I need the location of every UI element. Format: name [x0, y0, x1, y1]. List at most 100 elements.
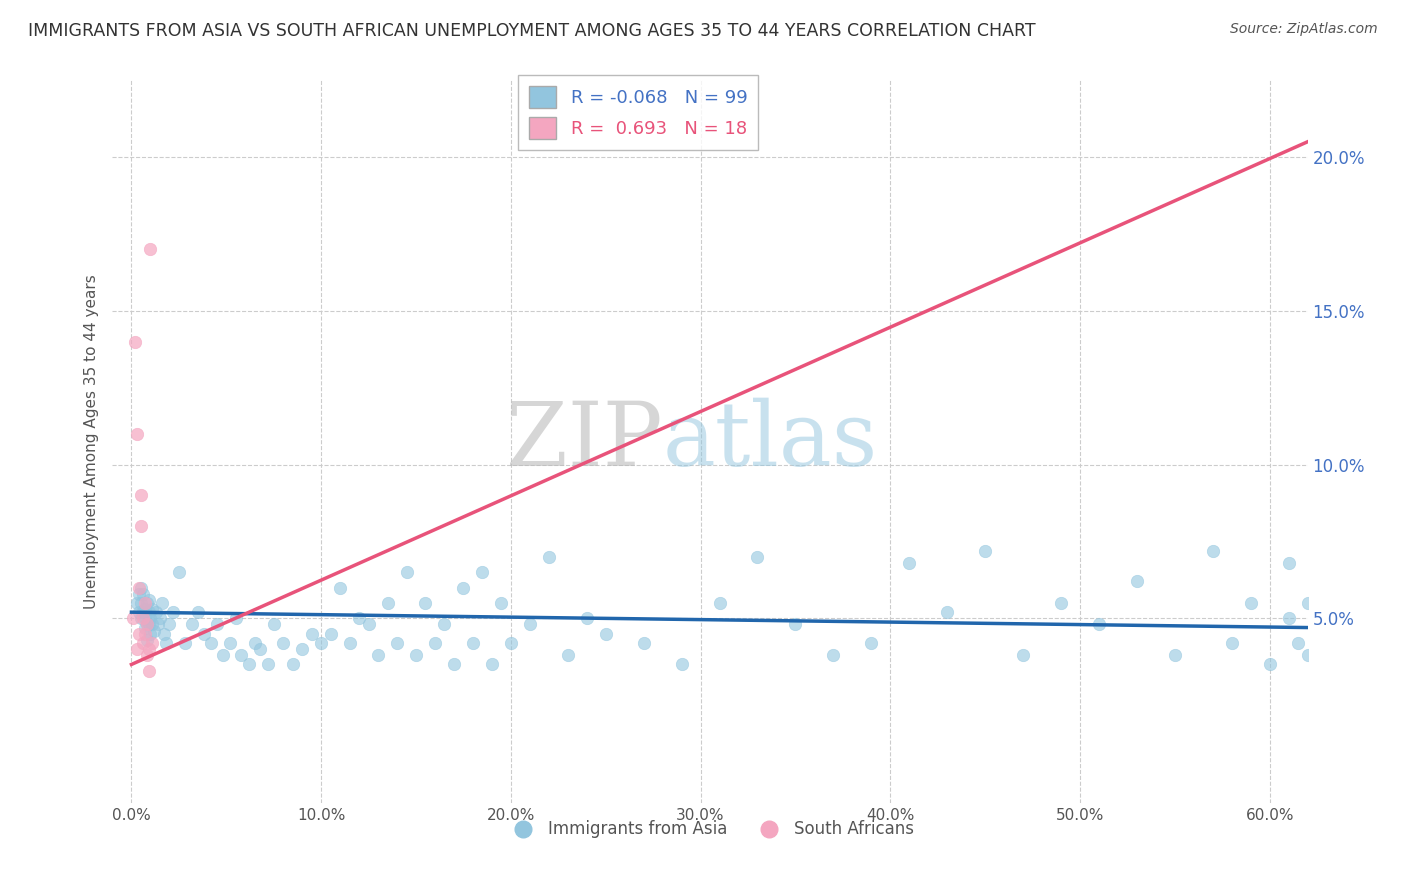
Text: Source: ZipAtlas.com: Source: ZipAtlas.com	[1230, 22, 1378, 37]
Point	[291, 642, 314, 657]
Point	[405, 648, 427, 663]
Point	[146, 617, 169, 632]
Point	[936, 605, 959, 619]
Point	[145, 605, 167, 619]
Point	[301, 626, 323, 640]
Point	[219, 636, 242, 650]
Point	[575, 611, 598, 625]
Point	[595, 626, 617, 640]
Point	[134, 596, 156, 610]
Point	[309, 636, 332, 650]
Y-axis label: Unemployment Among Ages 35 to 44 years: Unemployment Among Ages 35 to 44 years	[83, 274, 98, 609]
Point	[187, 605, 209, 619]
Point	[1012, 648, 1035, 663]
Point	[377, 596, 399, 610]
Point	[129, 581, 152, 595]
Point	[205, 617, 228, 632]
Legend: Immigrants from Asia, South Africans: Immigrants from Asia, South Africans	[499, 814, 921, 845]
Text: IMMIGRANTS FROM ASIA VS SOUTH AFRICAN UNEMPLOYMENT AMONG AGES 35 TO 44 YEARS COR: IMMIGRANTS FROM ASIA VS SOUTH AFRICAN UN…	[28, 22, 1036, 40]
Point	[162, 605, 184, 619]
Point	[481, 657, 503, 672]
Point	[138, 664, 160, 678]
Point	[124, 334, 146, 349]
Point	[143, 624, 166, 638]
Point	[141, 617, 163, 632]
Point	[1088, 617, 1111, 632]
Point	[257, 657, 280, 672]
Point	[519, 617, 541, 632]
Point	[127, 426, 149, 441]
Point	[747, 549, 769, 564]
Point	[193, 626, 215, 640]
Point	[537, 549, 560, 564]
Point	[128, 626, 150, 640]
Point	[1164, 648, 1187, 663]
Point	[150, 596, 173, 610]
Point	[243, 636, 266, 650]
Point	[461, 636, 484, 650]
Point	[671, 657, 693, 672]
Point	[157, 617, 180, 632]
Point	[138, 593, 160, 607]
Point	[319, 626, 342, 640]
Point	[347, 611, 370, 625]
Point	[1286, 636, 1309, 650]
Point	[823, 648, 845, 663]
Point	[132, 611, 155, 625]
Point	[898, 556, 921, 570]
Point	[499, 636, 522, 650]
Point	[423, 636, 446, 650]
Point	[1240, 596, 1263, 610]
Point	[329, 581, 352, 595]
Point	[1202, 543, 1225, 558]
Point	[443, 657, 465, 672]
Point	[139, 611, 162, 625]
Point	[491, 596, 513, 610]
Point	[225, 611, 247, 625]
Text: atlas: atlas	[662, 398, 877, 485]
Point	[633, 636, 655, 650]
Point	[127, 596, 149, 610]
Point	[785, 617, 807, 632]
Point	[134, 626, 156, 640]
Point	[1050, 596, 1073, 610]
Point	[129, 519, 152, 533]
Point	[415, 596, 437, 610]
Point	[135, 617, 157, 632]
Point	[709, 596, 731, 610]
Point	[1278, 611, 1301, 625]
Point	[127, 642, 149, 657]
Point	[860, 636, 883, 650]
Point	[249, 642, 271, 657]
Point	[129, 488, 152, 502]
Point	[155, 636, 177, 650]
Point	[200, 636, 222, 650]
Point	[238, 657, 260, 672]
Point	[128, 581, 150, 595]
Point	[152, 626, 174, 640]
Point	[134, 621, 156, 635]
Point	[367, 648, 389, 663]
Point	[339, 636, 361, 650]
Point	[129, 611, 152, 625]
Point	[138, 617, 160, 632]
Point	[128, 587, 150, 601]
Point	[433, 617, 456, 632]
Point	[138, 605, 160, 619]
Point	[1220, 636, 1243, 650]
Point	[135, 648, 157, 663]
Point	[1296, 596, 1319, 610]
Point	[281, 657, 304, 672]
Point	[128, 605, 150, 619]
Point	[974, 543, 997, 558]
Point	[135, 617, 157, 632]
Point	[263, 617, 285, 632]
Point	[173, 636, 195, 650]
Point	[134, 611, 156, 625]
Point	[471, 565, 494, 579]
Point	[557, 648, 579, 663]
Point	[149, 611, 172, 625]
Point	[135, 632, 157, 647]
Point	[122, 611, 145, 625]
Text: ZIP: ZIP	[506, 398, 662, 485]
